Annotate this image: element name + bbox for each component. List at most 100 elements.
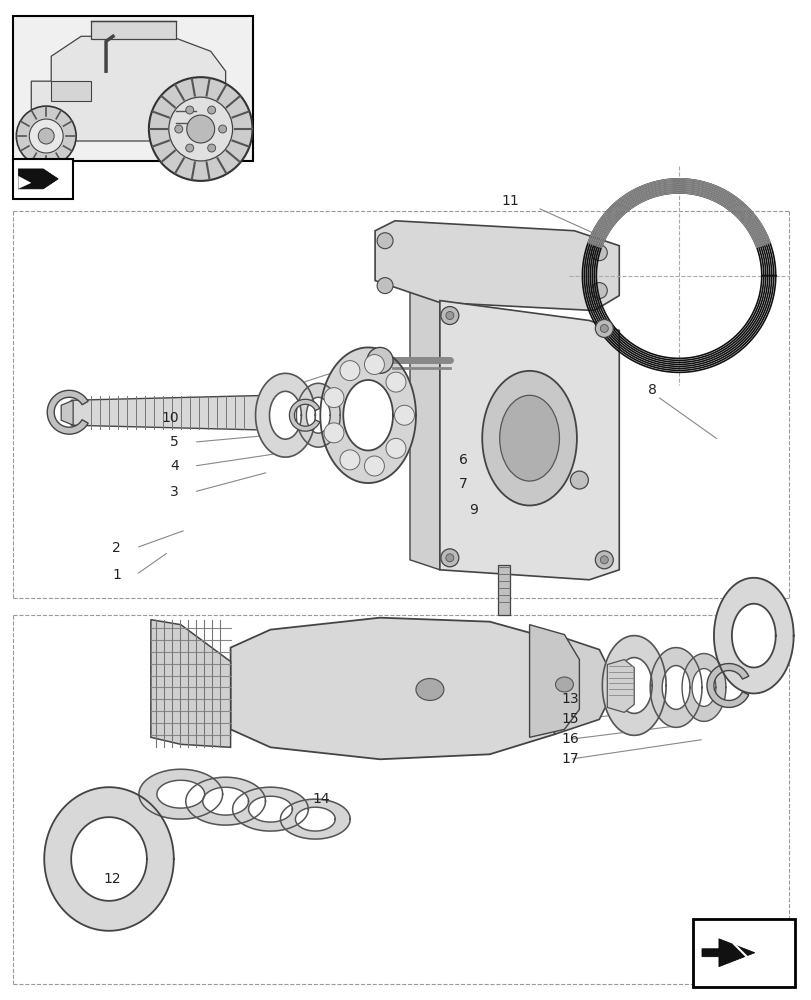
- Circle shape: [186, 144, 194, 152]
- Polygon shape: [280, 799, 350, 839]
- Circle shape: [445, 554, 453, 562]
- Circle shape: [445, 312, 453, 320]
- Circle shape: [218, 125, 226, 133]
- Circle shape: [208, 144, 216, 152]
- Circle shape: [590, 283, 607, 299]
- Polygon shape: [440, 301, 619, 580]
- Polygon shape: [320, 347, 415, 483]
- Text: 15: 15: [561, 712, 579, 726]
- Text: 16: 16: [561, 732, 579, 746]
- Polygon shape: [255, 373, 315, 457]
- Circle shape: [385, 372, 406, 392]
- Polygon shape: [650, 648, 702, 727]
- Polygon shape: [681, 654, 725, 721]
- Text: 9: 9: [468, 503, 477, 517]
- Text: 7: 7: [458, 477, 467, 491]
- Bar: [13, 16, 252, 161]
- Wedge shape: [47, 390, 88, 434]
- Circle shape: [376, 278, 393, 294]
- Text: 14: 14: [312, 792, 330, 806]
- Circle shape: [364, 456, 384, 476]
- Circle shape: [594, 320, 612, 337]
- Circle shape: [208, 106, 216, 114]
- Polygon shape: [91, 21, 175, 39]
- Circle shape: [187, 115, 214, 143]
- Polygon shape: [691, 669, 715, 706]
- Polygon shape: [51, 81, 91, 101]
- Text: 12: 12: [103, 872, 121, 886]
- Polygon shape: [410, 291, 440, 570]
- Circle shape: [186, 106, 194, 114]
- Polygon shape: [607, 660, 633, 712]
- Circle shape: [324, 423, 344, 443]
- Circle shape: [394, 405, 414, 425]
- Circle shape: [16, 106, 76, 166]
- Ellipse shape: [555, 677, 573, 692]
- Polygon shape: [32, 36, 225, 141]
- Circle shape: [570, 471, 588, 489]
- Circle shape: [385, 438, 406, 458]
- Circle shape: [148, 77, 252, 181]
- Polygon shape: [232, 787, 308, 831]
- Polygon shape: [731, 604, 775, 668]
- Polygon shape: [44, 787, 174, 931]
- Polygon shape: [61, 400, 73, 425]
- Circle shape: [38, 128, 54, 144]
- Polygon shape: [661, 666, 689, 709]
- Text: 10: 10: [161, 411, 178, 425]
- Polygon shape: [186, 777, 265, 825]
- Bar: [497, 565, 509, 615]
- Circle shape: [169, 97, 232, 161]
- Text: 6: 6: [458, 453, 467, 467]
- Ellipse shape: [415, 679, 444, 700]
- Text: 5: 5: [169, 435, 178, 449]
- Circle shape: [440, 549, 458, 567]
- Polygon shape: [71, 395, 270, 430]
- Polygon shape: [375, 221, 619, 311]
- Bar: [13, 159, 73, 199]
- Polygon shape: [157, 780, 204, 808]
- Polygon shape: [554, 635, 614, 734]
- Polygon shape: [19, 169, 58, 189]
- Text: 17: 17: [561, 752, 579, 766]
- Wedge shape: [289, 399, 320, 431]
- Wedge shape: [706, 664, 748, 707]
- Bar: [692, 919, 794, 987]
- Polygon shape: [248, 796, 292, 822]
- Circle shape: [340, 361, 359, 381]
- Polygon shape: [616, 658, 651, 713]
- Circle shape: [324, 388, 344, 408]
- Polygon shape: [151, 620, 230, 747]
- Text: 3: 3: [169, 485, 178, 499]
- Polygon shape: [139, 769, 222, 819]
- Polygon shape: [230, 618, 589, 759]
- Polygon shape: [602, 636, 665, 735]
- Circle shape: [367, 347, 393, 373]
- Circle shape: [174, 125, 182, 133]
- Polygon shape: [19, 176, 32, 189]
- Circle shape: [440, 307, 458, 324]
- Text: 1: 1: [112, 568, 121, 582]
- Polygon shape: [343, 380, 393, 450]
- Circle shape: [590, 245, 607, 261]
- Ellipse shape: [482, 371, 576, 505]
- Polygon shape: [295, 807, 335, 831]
- Circle shape: [594, 551, 612, 569]
- Circle shape: [376, 233, 393, 249]
- Polygon shape: [529, 625, 579, 737]
- Polygon shape: [296, 383, 340, 447]
- Polygon shape: [306, 397, 330, 433]
- Polygon shape: [702, 939, 754, 967]
- Text: 11: 11: [501, 194, 519, 208]
- Circle shape: [599, 324, 607, 332]
- Polygon shape: [713, 578, 792, 693]
- Ellipse shape: [499, 395, 559, 481]
- Circle shape: [364, 355, 384, 374]
- Text: 2: 2: [112, 541, 121, 555]
- Polygon shape: [71, 817, 147, 901]
- Text: 13: 13: [561, 692, 579, 706]
- Text: 4: 4: [169, 459, 178, 473]
- Text: 8: 8: [647, 383, 656, 397]
- Polygon shape: [269, 391, 301, 439]
- Circle shape: [599, 556, 607, 564]
